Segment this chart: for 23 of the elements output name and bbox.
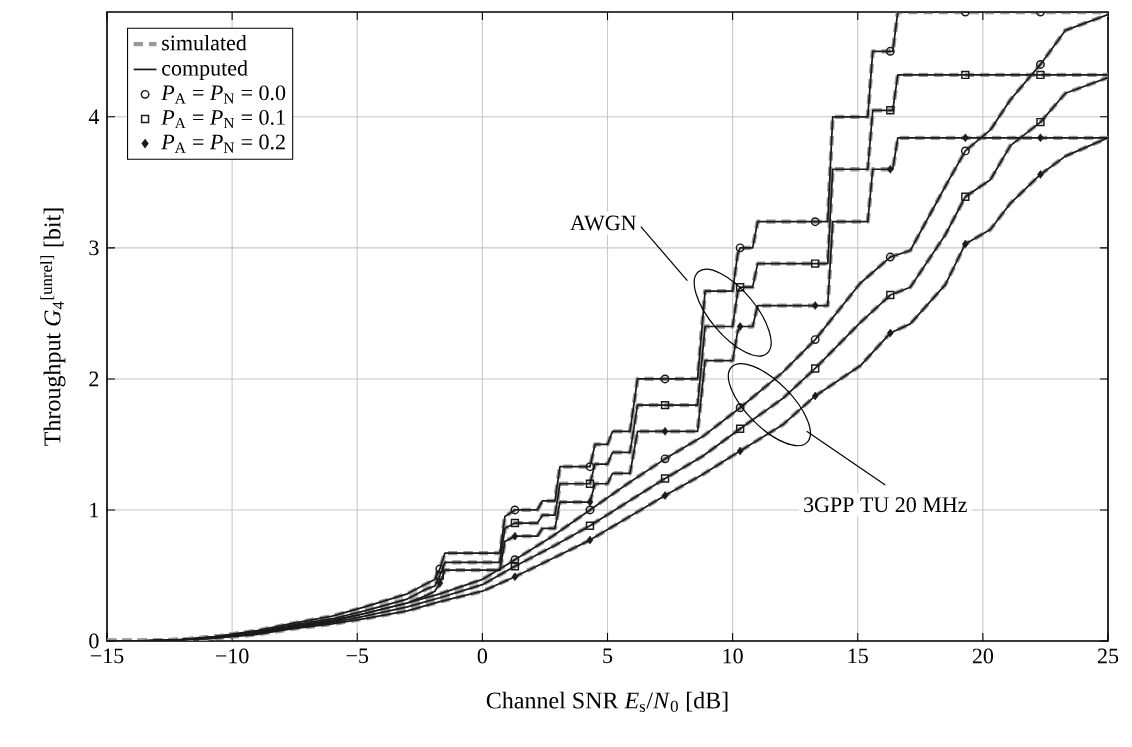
annotation: AWGN	[570, 215, 637, 231]
x-axis-title: Channel SNR E$_{s}$/N$_{0}$ [dB]	[486, 691, 728, 712]
x-tick-label: 20	[972, 648, 994, 664]
y-tick-label: 0	[89, 633, 99, 649]
x-tick-label: 0	[477, 648, 488, 664]
y-tick-label: 1	[90, 502, 99, 518]
legend-label: simulated	[162, 34, 247, 51]
legend-label: P$_{A}$ = P$_{N}$ = 0.2	[161, 134, 285, 153]
annotation: 3GPP TU 20 MHz	[804, 497, 967, 513]
legend-label: P$_{A}$ = P$_{N}$ = 0.0	[161, 85, 286, 104]
y-axis-title: Throughput G$_{4}$$^{[unrel]}$ [bit]	[40, 208, 66, 446]
legend-label: computed	[162, 60, 248, 81]
x-tick-label: 10	[723, 648, 743, 664]
x-tick-label: 5	[603, 648, 613, 664]
x-tick-label: −10	[216, 648, 249, 664]
legend-label: P$_{A}$ = P$_{N}$ = 0.1	[161, 109, 285, 129]
x-tick-label: −5	[346, 648, 369, 664]
y-tick-label: 3	[89, 240, 99, 256]
x-tick-label: 15	[848, 648, 868, 664]
y-tick-label: 2	[89, 371, 99, 387]
x-tick-label: −15	[90, 648, 124, 664]
y-tick-label: 4	[88, 109, 100, 125]
x-tick-label: 25	[1097, 648, 1119, 664]
